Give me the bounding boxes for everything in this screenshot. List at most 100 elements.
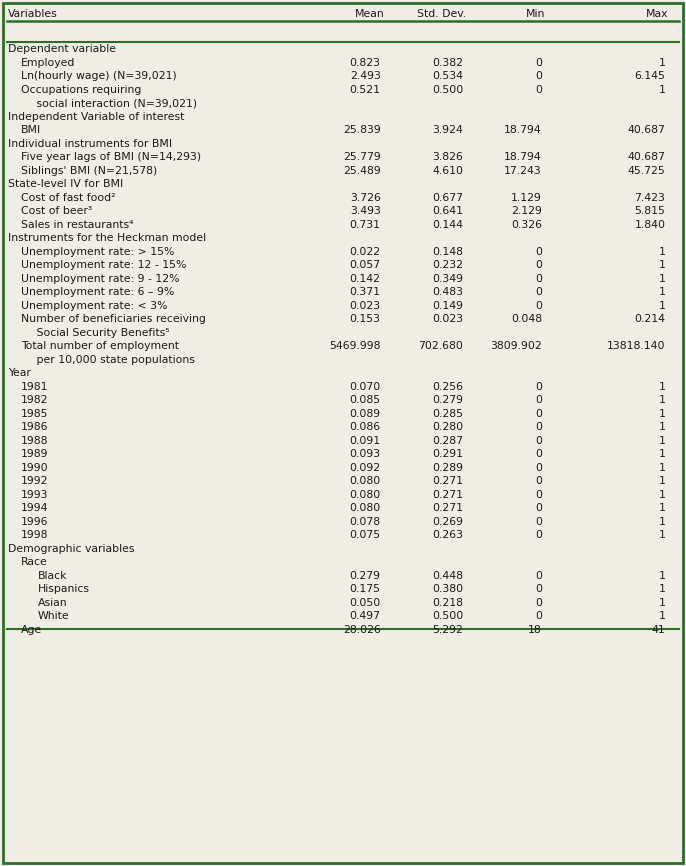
Text: 28.026: 28.026 [343,624,381,635]
Text: Std. Dev.: Std. Dev. [417,9,466,19]
Text: 0: 0 [535,462,542,473]
Text: 0: 0 [535,395,542,405]
Text: 0.085: 0.085 [350,395,381,405]
Text: 1: 1 [659,288,665,297]
Text: 1: 1 [659,611,665,621]
Text: 0: 0 [535,611,542,621]
Text: 702.680: 702.680 [418,341,463,352]
Text: 0.677: 0.677 [432,192,463,203]
Text: 0.287: 0.287 [432,436,463,446]
Text: per 10,000 state populations: per 10,000 state populations [26,355,195,365]
Text: 0.285: 0.285 [432,409,463,418]
Text: 0: 0 [535,274,542,284]
Text: 0.269: 0.269 [432,517,463,527]
Text: 0.022: 0.022 [350,247,381,256]
Text: 45.725: 45.725 [628,165,665,176]
Text: 0: 0 [535,422,542,432]
Text: 25.779: 25.779 [343,152,381,162]
Text: Ln(hourly wage) (N=39,021): Ln(hourly wage) (N=39,021) [21,71,176,81]
Text: 1996: 1996 [21,517,48,527]
Text: 0.175: 0.175 [350,585,381,594]
Text: 7.423: 7.423 [635,192,665,203]
Text: Asian: Asian [38,598,67,608]
Text: 0.534: 0.534 [432,71,463,81]
Text: Variables: Variables [8,9,58,19]
Text: 0: 0 [535,598,542,608]
Text: 1: 1 [659,382,665,391]
Text: 0: 0 [535,436,542,446]
Text: 13818.140: 13818.140 [607,341,665,352]
Text: Hispanics: Hispanics [38,585,90,594]
Text: 0: 0 [535,301,542,311]
Text: Unemployment rate: 6 – 9%: Unemployment rate: 6 – 9% [21,288,174,297]
Text: 0: 0 [535,585,542,594]
Text: 1992: 1992 [21,476,48,486]
Text: 1981: 1981 [21,382,48,391]
Text: 1998: 1998 [21,530,48,540]
Text: 0.232: 0.232 [432,260,463,270]
Text: 0: 0 [535,530,542,540]
Text: 3.924: 3.924 [432,126,463,135]
Text: 1988: 1988 [21,436,48,446]
Text: Unemployment rate: 12 - 15%: Unemployment rate: 12 - 15% [21,260,186,270]
Text: Five year lags of BMI (N=14,293): Five year lags of BMI (N=14,293) [21,152,201,162]
Text: Black: Black [38,571,67,581]
Text: White: White [38,611,69,621]
Text: 0.279: 0.279 [350,571,381,581]
Text: 1: 1 [659,409,665,418]
Text: 4.610: 4.610 [432,165,463,176]
Text: Sales in restaurants⁴: Sales in restaurants⁴ [21,220,133,229]
Text: 0.023: 0.023 [350,301,381,311]
Text: Unemployment rate: 9 - 12%: Unemployment rate: 9 - 12% [21,274,179,284]
Text: 0.148: 0.148 [432,247,463,256]
Text: 1986: 1986 [21,422,48,432]
Text: 0.326: 0.326 [511,220,542,229]
Text: 25.489: 25.489 [343,165,381,176]
Text: 0: 0 [535,476,542,486]
Text: 0.256: 0.256 [432,382,463,391]
Text: Cost of fast food²: Cost of fast food² [21,192,115,203]
Text: 5469.998: 5469.998 [329,341,381,352]
Text: BMI: BMI [21,126,41,135]
Text: 0.149: 0.149 [432,301,463,311]
Text: 0.497: 0.497 [350,611,381,621]
Text: 0.218: 0.218 [432,598,463,608]
Text: 1: 1 [659,517,665,527]
Text: 0.731: 0.731 [350,220,381,229]
Text: Employed: Employed [21,58,75,68]
Text: 0.371: 0.371 [350,288,381,297]
Text: 40.687: 40.687 [628,126,665,135]
Text: 0.380: 0.380 [432,585,463,594]
Text: Total number of employment: Total number of employment [21,341,178,352]
Text: Independent Variable of interest: Independent Variable of interest [8,112,185,121]
Text: 17.243: 17.243 [504,165,542,176]
Text: 1: 1 [659,585,665,594]
Text: 1: 1 [659,260,665,270]
Text: 0: 0 [535,58,542,68]
Text: Instruments for the Heckman model: Instruments for the Heckman model [8,233,206,243]
Text: 1989: 1989 [21,449,48,459]
Text: Min: Min [526,9,545,19]
Text: 0: 0 [535,489,542,500]
Text: State-level IV for BMI: State-level IV for BMI [8,179,123,189]
Text: Individual instruments for BMI: Individual instruments for BMI [8,139,172,149]
Text: Unemployment rate: < 3%: Unemployment rate: < 3% [21,301,167,311]
Text: 1: 1 [659,503,665,514]
Text: 18.794: 18.794 [504,126,542,135]
Text: 0: 0 [535,503,542,514]
Text: 3.493: 3.493 [350,206,381,216]
Text: 0: 0 [535,409,542,418]
Text: 0.153: 0.153 [350,314,381,324]
Text: Siblings' BMI (N=21,578): Siblings' BMI (N=21,578) [21,165,157,176]
Text: 1: 1 [659,274,665,284]
Text: 1: 1 [659,530,665,540]
Text: 1.129: 1.129 [511,192,542,203]
Text: 1: 1 [659,422,665,432]
Text: 6.145: 6.145 [635,71,665,81]
Text: Social Security Benefits⁵: Social Security Benefits⁵ [26,327,169,338]
Text: 0.279: 0.279 [432,395,463,405]
Text: 0.048: 0.048 [511,314,542,324]
Text: 1: 1 [659,301,665,311]
Text: 0.382: 0.382 [432,58,463,68]
Text: 25.839: 25.839 [343,126,381,135]
